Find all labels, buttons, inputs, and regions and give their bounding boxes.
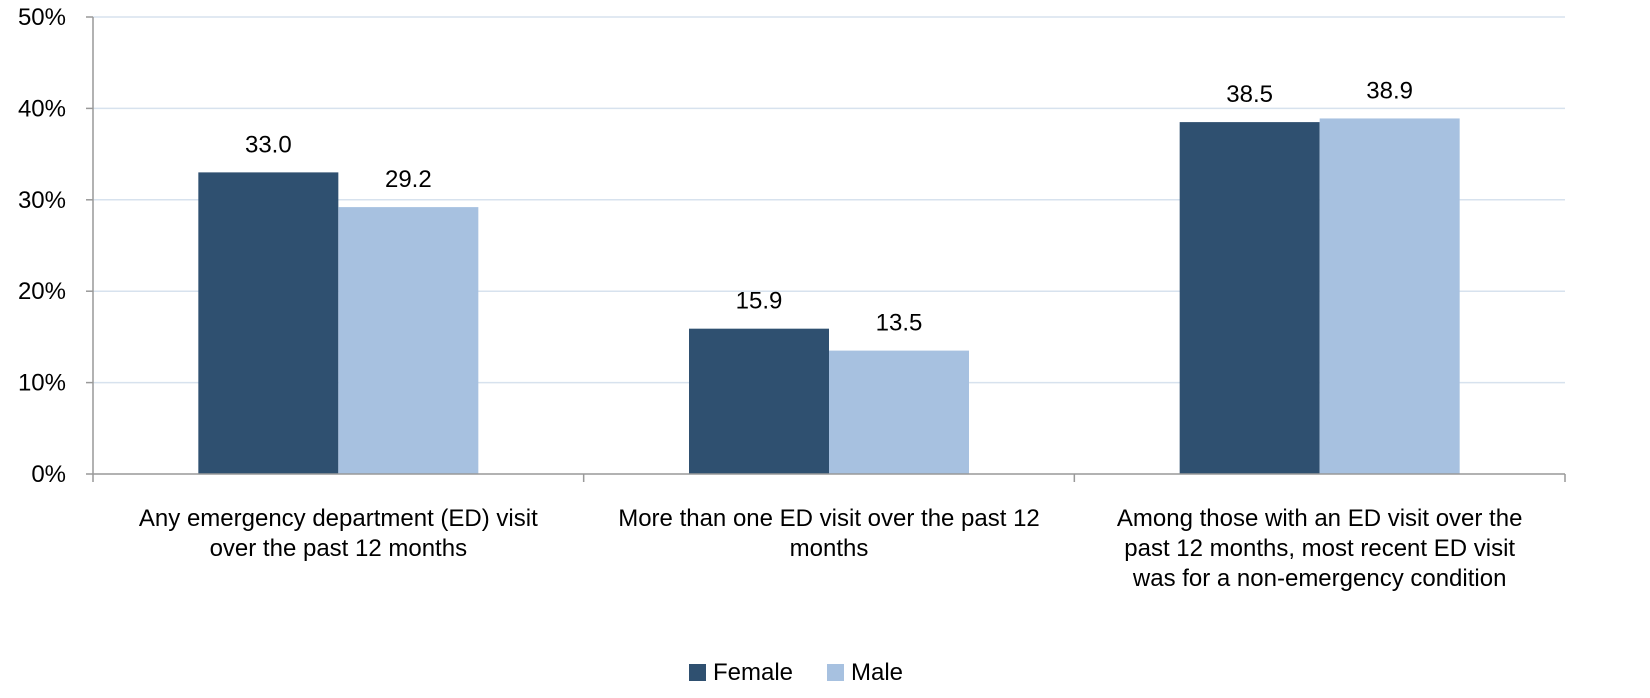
- bar-male-3: [1319, 118, 1460, 474]
- data-label: 38.9: [1366, 77, 1413, 104]
- data-labels: 33.0 29.2 15.9 13.5 38.5 38.9: [245, 77, 1413, 336]
- y-tick-label: 40%: [18, 95, 66, 122]
- y-axis-ticks: 0% 10% 20% 30% 40% 50%: [18, 4, 93, 488]
- category-labels: Any emergency department (ED) visit over …: [139, 505, 1523, 592]
- legend-swatch-male: [827, 664, 844, 681]
- data-label: 29.2: [385, 166, 432, 193]
- y-tick-label: 10%: [18, 370, 66, 397]
- bar-male-1: [338, 207, 479, 474]
- y-tick-label: 0%: [31, 461, 66, 488]
- bar-female-3: [1179, 122, 1320, 475]
- axes: [92, 17, 1566, 482]
- bar-female-2: [689, 328, 829, 474]
- data-label: 15.9: [736, 288, 783, 315]
- x-category-label: More than one ED visit over the past 12 m…: [618, 505, 1040, 562]
- legend-swatch-female: [689, 664, 706, 681]
- data-label: 13.5: [876, 310, 923, 337]
- bar-male-2: [829, 350, 969, 474]
- data-label: 38.5: [1226, 81, 1273, 108]
- legend-label-female: Female: [713, 659, 793, 686]
- y-tick-label: 20%: [18, 278, 66, 305]
- bar-female-1: [198, 172, 339, 474]
- legend-label-male: Male: [851, 659, 903, 686]
- legend: Female Male: [689, 659, 903, 686]
- x-category-label: Among those with an ED visit over the pas…: [1117, 505, 1523, 592]
- x-category-label: Any emergency department (ED) visit over …: [139, 505, 538, 562]
- bars: [198, 118, 1460, 475]
- y-tick-label: 50%: [18, 4, 66, 31]
- y-tick-label: 30%: [18, 187, 66, 214]
- data-label: 33.0: [245, 131, 292, 158]
